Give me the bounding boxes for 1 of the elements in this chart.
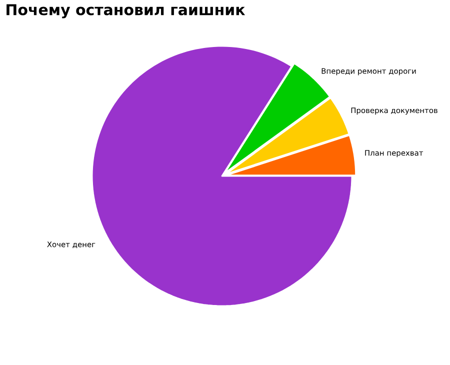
chart-title: Почему остановил гаишник [6, 4, 246, 18]
